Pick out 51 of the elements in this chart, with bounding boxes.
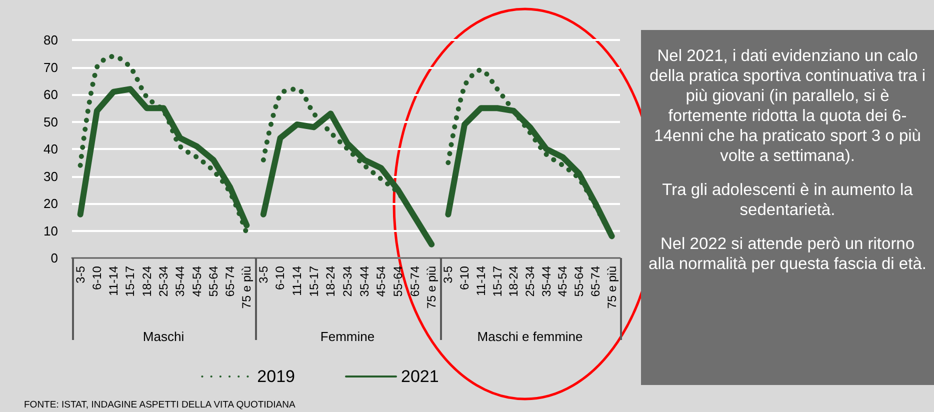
x-tick-label: 55-64 <box>206 266 220 297</box>
x-tick-label: 55-64 <box>390 266 405 297</box>
x-tick-label: 11-14 <box>474 266 488 296</box>
x-tick-label: 18-24 <box>324 266 338 297</box>
x-tick-label: 18-24 <box>506 266 521 297</box>
x-tick-label: 55-64 <box>572 266 586 297</box>
x-tick-label: 65-74 <box>223 266 238 297</box>
y-tick-label: 40 <box>44 142 58 156</box>
y-tick-label: 20 <box>44 196 58 211</box>
x-tick-label: 25-34 <box>523 266 537 297</box>
x-tick-label: 35-44 <box>357 266 372 297</box>
x-tick-label: 11-14 <box>106 266 121 296</box>
text: Nel 2021, i dati evidenziano un calo della pratica sportiva continuativa tra i più giovani (in parallelo, si è fortemente ridotta la quota dei 6-14enni che ha praticato sport 3 o più volte a settimana). <box>648 46 927 166</box>
x-tick-label: 6-10 <box>90 266 104 290</box>
x-tick-label: 3-5 <box>441 266 456 284</box>
x-tick-label: 18-24 <box>140 266 154 297</box>
x-tick-label: 45-54 <box>190 266 204 297</box>
x-axis-title: Maschi e femmine <box>477 329 583 344</box>
x-tick-label: 65-74 <box>588 266 602 297</box>
y-tick-label: 60 <box>44 87 58 102</box>
x-tick-label: 6-10 <box>273 266 288 290</box>
legend-label: 2021 <box>401 367 439 386</box>
y-tick-label: 80 <box>44 32 58 48</box>
x-tick-label: 11-14 <box>290 266 304 296</box>
y-tick-label: 70 <box>44 60 58 75</box>
x-tick-label: 35-44 <box>539 266 554 297</box>
x-axis-title: Maschi <box>142 329 184 344</box>
x-tick-label: 15-17 <box>490 266 504 297</box>
legend-label: 2019 <box>257 367 296 386</box>
y-tick-label: 50 <box>44 114 58 130</box>
x-tick-label: 15-17 <box>123 266 138 297</box>
x-tick-label: 45-54 <box>374 266 388 297</box>
x-tick-label: 75 e più <box>604 266 619 309</box>
x-tick-label: 65-74 <box>408 266 422 297</box>
source-note: FONTE: ISTAT, INDAGINE ASPETTI DELLA VITA QUOTIDIANA <box>24 400 296 410</box>
y-tick-label: 0 <box>50 250 58 266</box>
y-tick-label: 10 <box>44 223 58 238</box>
x-tick-label: 35-44 <box>173 266 188 297</box>
x-tick-label: 3-5 <box>256 266 270 284</box>
x-tick-label: 25-34 <box>340 266 354 297</box>
x-tick-label: 75 e più <box>424 266 439 309</box>
x-tick-label: 45-54 <box>556 266 570 297</box>
y-tick-label: 30 <box>44 168 58 184</box>
x-tick-label: 15-17 <box>306 266 321 297</box>
x-tick-label: 6-10 <box>458 266 472 290</box>
x-tick-label: 75 e più <box>240 266 254 309</box>
text: Tra gli adolescenti è in aumento la sedentarietà. <box>661 180 914 220</box>
text: Nel 2022 si attende però un ritorno alla normalità per questa fascia di età. <box>648 234 928 274</box>
x-tick-label: 3-5 <box>73 266 88 284</box>
x-axis-title: Femmine <box>320 329 375 344</box>
x-tick-label: 25-34 <box>156 266 170 297</box>
